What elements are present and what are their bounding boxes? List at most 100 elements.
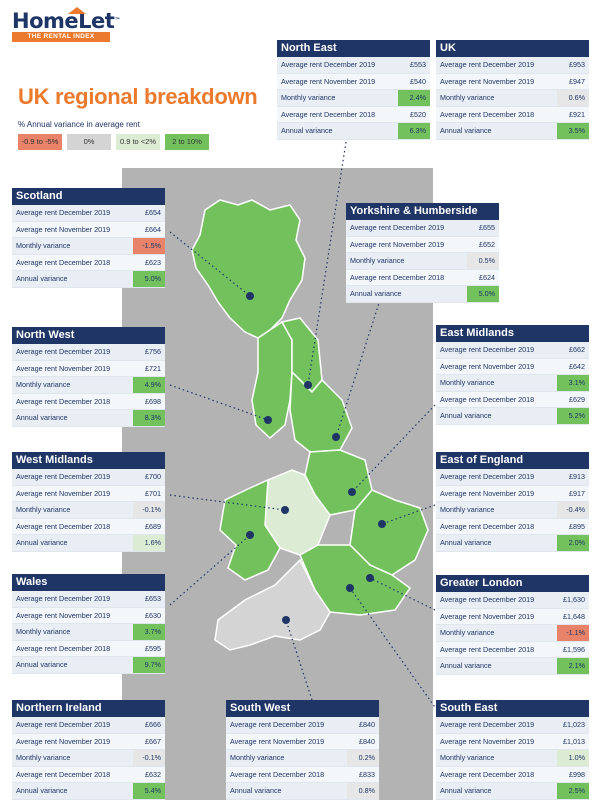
stat-label: Average rent December 2019 bbox=[230, 720, 325, 729]
region-title: Greater London bbox=[436, 575, 589, 592]
stat-row: Monthly variance -0.1% bbox=[12, 750, 165, 767]
region-title: Northern Ireland bbox=[12, 700, 165, 717]
region-title: Yorkshire & Humberside bbox=[346, 203, 499, 220]
stat-value: 5.4% bbox=[133, 783, 165, 799]
stat-value: 5.0% bbox=[133, 271, 165, 287]
legend: -0.9 to -5% 0% 0.9 to <2% 2 to 10% bbox=[18, 134, 209, 150]
stat-row: Annual variance 2.0% bbox=[436, 535, 589, 552]
stat-value: £921 bbox=[569, 109, 585, 119]
region-south-west bbox=[214, 558, 331, 651]
stat-value: 3.1% bbox=[557, 375, 589, 391]
stat-row: Average rent November 2019 £667 bbox=[12, 733, 165, 750]
stat-row: Average rent December 2019 £654 bbox=[12, 205, 165, 222]
stat-value: £1,648 bbox=[563, 611, 585, 621]
stat-label: Average rent December 2018 bbox=[440, 109, 535, 119]
stat-label: Monthly variance bbox=[16, 241, 71, 250]
stat-label: Average rent December 2018 bbox=[440, 394, 535, 404]
stat-row: Average rent December 2019 £655 bbox=[346, 220, 499, 237]
stat-value: -0.1% bbox=[133, 502, 165, 518]
stat-label: Average rent December 2018 bbox=[440, 769, 535, 779]
stat-value: 0.5% bbox=[467, 253, 499, 269]
stat-row: Average rent December 2019 £653 bbox=[12, 591, 165, 608]
stat-row: Average rent November 2019 £840 bbox=[226, 733, 379, 750]
stat-value: 3.5% bbox=[557, 123, 589, 139]
stat-value: £840 bbox=[359, 720, 375, 729]
stat-row: Annual variance 8.3% bbox=[12, 410, 165, 427]
stat-value: 5.2% bbox=[557, 408, 589, 424]
legend-title: % Annual variance in average rent bbox=[18, 120, 140, 129]
stat-label: Average rent December 2018 bbox=[16, 396, 111, 406]
stat-row: Average rent November 2019 £652 bbox=[346, 236, 499, 253]
stat-row: Annual variance 3.5% bbox=[436, 123, 589, 140]
region-title: North East bbox=[277, 40, 430, 57]
region-title: North West bbox=[12, 327, 165, 344]
stat-label: Average rent December 2019 bbox=[440, 720, 535, 729]
stat-value: 5.0% bbox=[467, 286, 499, 302]
stat-label: Monthly variance bbox=[440, 378, 495, 387]
stat-value: £553 bbox=[410, 60, 426, 69]
stat-label: Average rent November 2019 bbox=[350, 239, 445, 249]
stat-value: £662 bbox=[569, 345, 585, 354]
stat-row: Monthly variance -1.5% bbox=[12, 238, 165, 255]
stat-value: £655 bbox=[479, 223, 495, 232]
stat-value: £623 bbox=[145, 257, 161, 267]
stat-row: Average rent November 2019 £664 bbox=[12, 221, 165, 238]
region-title: South East bbox=[436, 700, 589, 717]
stat-row: Average rent November 2019 £540 bbox=[277, 73, 430, 90]
stat-row: Annual variance 5.4% bbox=[12, 783, 165, 800]
stat-row: Average rent December 2019 £913 bbox=[436, 469, 589, 486]
stat-label: Average rent December 2019 bbox=[16, 472, 111, 481]
homelet-logo: HomeLet™ THE RENTAL INDEX bbox=[12, 7, 120, 42]
stat-label: Average rent November 2019 bbox=[16, 224, 111, 234]
region-title: Scotland bbox=[12, 188, 165, 205]
stat-label: Average rent December 2018 bbox=[230, 769, 325, 779]
stat-label: Monthly variance bbox=[16, 380, 71, 389]
region-box: UK Average rent December 2019 £953 Average … bbox=[436, 40, 589, 140]
stat-row: Monthly variance 0.6% bbox=[436, 90, 589, 107]
stat-value: £1,630 bbox=[563, 595, 585, 604]
stat-label: Annual variance bbox=[350, 289, 402, 298]
stat-row: Annual variance 9.7% bbox=[12, 657, 165, 674]
region-wales bbox=[219, 478, 281, 581]
stat-row: Monthly variance 2.4% bbox=[277, 90, 430, 107]
stat-value: £701 bbox=[145, 488, 161, 498]
region-box: East Midlands Average rent December 2019 £… bbox=[436, 325, 589, 425]
stat-value: £895 bbox=[569, 521, 585, 531]
stat-value: £666 bbox=[145, 720, 161, 729]
stat-label: Average rent December 2018 bbox=[16, 257, 111, 267]
stat-label: Annual variance bbox=[440, 538, 492, 547]
stat-value: £721 bbox=[145, 363, 161, 373]
stat-row: Average rent November 2019 £917 bbox=[436, 485, 589, 502]
stat-label: Average rent December 2019 bbox=[440, 345, 535, 354]
stat-row: Average rent December 2018 £698 bbox=[12, 393, 165, 410]
stat-value: £947 bbox=[569, 76, 585, 86]
region-box: East of England Average rent December 201… bbox=[436, 452, 589, 552]
stat-label: Average rent December 2019 bbox=[16, 720, 111, 729]
stat-label: Annual variance bbox=[16, 274, 68, 283]
stat-row: Annual variance 5.2% bbox=[436, 408, 589, 425]
region-title: South West bbox=[226, 700, 379, 717]
stat-row: Monthly variance 0.2% bbox=[226, 750, 379, 767]
stat-row: Annual variance 5.0% bbox=[12, 271, 165, 288]
stat-row: Monthly variance -0.4% bbox=[436, 502, 589, 519]
stat-label: Average rent December 2018 bbox=[281, 109, 376, 119]
stat-value: £653 bbox=[145, 594, 161, 603]
stat-row: Average rent December 2019 £1,023 bbox=[436, 717, 589, 734]
stat-label: Average rent December 2019 bbox=[440, 60, 535, 69]
stat-label: Monthly variance bbox=[440, 93, 495, 102]
stat-row: Average rent November 2019 £630 bbox=[12, 607, 165, 624]
stat-row: Monthly variance -1.1% bbox=[436, 625, 589, 642]
stat-row: Average rent December 2018 £624 bbox=[346, 269, 499, 286]
stat-value: £1,023 bbox=[563, 720, 585, 729]
stat-row: Annual variance 6.3% bbox=[277, 123, 430, 140]
stat-value: £630 bbox=[145, 610, 161, 620]
region-yorkshire bbox=[289, 370, 353, 453]
stat-label: Average rent December 2018 bbox=[16, 769, 111, 779]
stat-row: Average rent December 2018 £595 bbox=[12, 640, 165, 657]
stat-value: £953 bbox=[569, 60, 585, 69]
region-box: Scotland Average rent December 2019 £654 Av… bbox=[12, 188, 165, 288]
stat-label: Monthly variance bbox=[350, 256, 405, 265]
stat-label: Monthly variance bbox=[440, 753, 495, 762]
stat-value: 3.7% bbox=[133, 624, 165, 640]
